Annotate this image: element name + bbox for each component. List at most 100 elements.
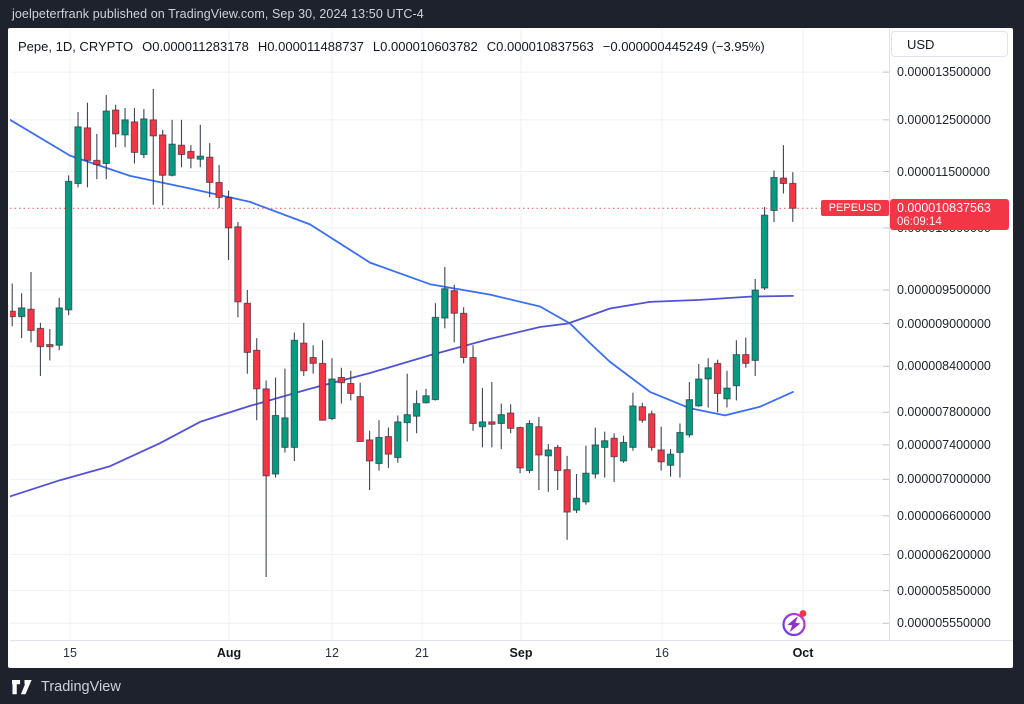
candle (83, 127, 92, 161)
publish-info-text: joelpeterfrank published on TradingView.… (12, 7, 424, 21)
price-line-symbol-tag: PEPEUSD (821, 200, 889, 216)
candle (215, 181, 223, 198)
candle (300, 342, 308, 372)
candle (422, 395, 430, 404)
price-tick-label: 0.000009500000 (897, 282, 991, 297)
candle (441, 288, 449, 319)
legend-high: H0.000011488737 (257, 39, 364, 54)
candle (102, 110, 110, 165)
candle (365, 439, 374, 462)
candle (676, 431, 684, 453)
candle (629, 405, 637, 448)
currency-toggle-button[interactable]: USD (891, 31, 1008, 57)
candle (318, 362, 327, 421)
price-tick-label: 0.000006200000 (897, 547, 991, 562)
ohlc-legend: Pepe, 1D, CRYPTO O0.000011283178 H0.000011… (18, 39, 774, 54)
price-tick-label: 0.000012500000 (897, 112, 991, 127)
candle (36, 327, 45, 348)
candle (469, 357, 477, 424)
candle (403, 414, 411, 424)
candle (234, 226, 242, 303)
tradingview-brand-text: TradingView (41, 679, 121, 695)
candle (130, 121, 139, 153)
candle (544, 449, 552, 457)
candle (638, 406, 647, 421)
price-tick-label: 0.000011500000 (897, 164, 990, 179)
candle (412, 403, 421, 417)
candle (93, 159, 101, 166)
candle (158, 134, 167, 176)
candle (290, 339, 299, 448)
footer-bar: TradingView (0, 670, 1024, 704)
candle (356, 396, 364, 443)
price-tick-label: 0.000006600000 (897, 508, 991, 523)
ma-slow-ascending (10, 294, 794, 498)
price-tick-label: 0.000005850000 (897, 583, 991, 598)
candle (64, 180, 73, 311)
candle (619, 441, 628, 462)
candle (337, 376, 346, 384)
publish-bar: joelpeterfrank published on TradingView.… (0, 0, 1024, 28)
candle (347, 383, 355, 394)
candle (723, 387, 731, 400)
candle (591, 444, 600, 475)
time-tick-label: 21 (415, 646, 429, 660)
candle (140, 118, 148, 156)
candle (111, 109, 120, 135)
price-tick-label: 0.000009000000 (897, 316, 991, 331)
candle (27, 308, 35, 331)
candle (384, 436, 393, 455)
price-tick-label: 0.000008400000 (897, 359, 991, 374)
candle (450, 290, 458, 314)
axis-ticks (10, 29, 1013, 641)
candle (121, 119, 129, 136)
time-tick-label: Aug (216, 646, 242, 660)
candle (713, 362, 722, 394)
candle (695, 378, 703, 407)
candle (74, 126, 82, 185)
candle (187, 150, 195, 159)
candle (243, 302, 252, 353)
price-tick-label: 0.000007400000 (897, 437, 991, 452)
candle (478, 421, 487, 428)
candle (685, 399, 694, 436)
candle (488, 421, 496, 425)
ma-fast-descending (10, 118, 794, 417)
candle (535, 426, 543, 456)
flash-streak-icon[interactable] (782, 610, 807, 637)
notification-dot (799, 610, 807, 617)
candle (572, 497, 581, 511)
candle (497, 414, 505, 424)
legend-close: C0.000010837563 (486, 39, 594, 54)
tradingview-logo-icon (12, 679, 32, 694)
candle (328, 378, 336, 420)
tradingview-brand-link[interactable]: TradingView (12, 679, 121, 695)
candle (459, 312, 468, 359)
candle (224, 196, 233, 229)
candle (281, 417, 289, 448)
candle (55, 307, 63, 346)
candle (666, 453, 675, 466)
candle (168, 143, 176, 176)
candle (770, 177, 778, 211)
candle (779, 177, 788, 185)
bar-close-countdown: 06:09:14 (897, 216, 942, 228)
candle (648, 413, 656, 448)
last-price-label: 0.000010837563 06:09:14 (890, 199, 1009, 230)
candle (46, 344, 54, 348)
candle (394, 421, 402, 459)
candle (262, 388, 270, 477)
candle (271, 414, 280, 475)
time-tick-label: 16 (655, 646, 669, 660)
candles-layer (10, 88, 797, 577)
candle (751, 289, 759, 361)
candle (177, 144, 186, 156)
chart-panel (8, 28, 1013, 668)
candle (506, 412, 515, 429)
price-tick-label: 0.000007800000 (897, 405, 991, 420)
candle (196, 155, 205, 160)
legend-symbol: Pepe, 1D, CRYPTO (18, 39, 134, 54)
candle (742, 354, 750, 364)
candle (553, 446, 562, 472)
